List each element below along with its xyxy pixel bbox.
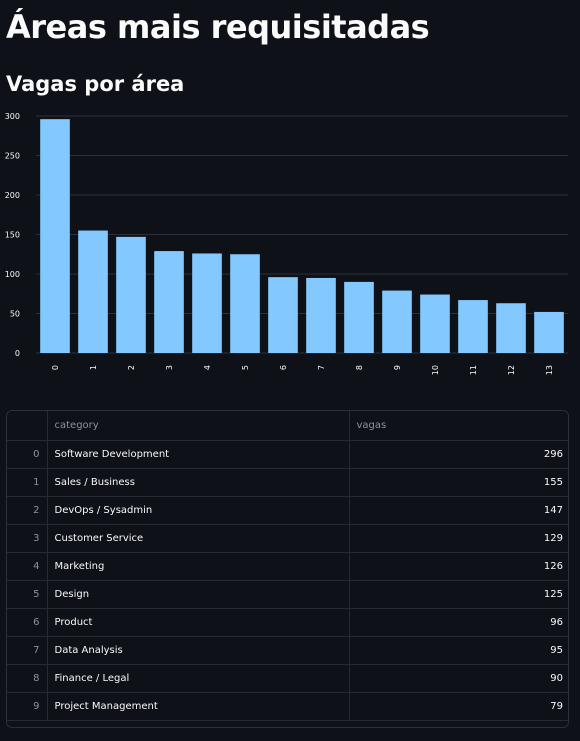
x-tick-label: 0 [51, 365, 60, 370]
table-row[interactable]: 3 Customer Service 129 [7, 524, 568, 553]
x-tick-label: 3 [165, 365, 174, 370]
bar[interactable] [534, 311, 564, 353]
row-category: Product [47, 608, 350, 637]
page-title: Áreas mais requisitadas [6, 8, 430, 46]
table-row[interactable]: 7 Data Analysis 95 [7, 636, 568, 665]
row-vagas: 90 [349, 664, 568, 693]
x-tick-label: 11 [469, 365, 478, 375]
bar[interactable] [268, 277, 298, 353]
row-category: Customer Service [47, 524, 350, 553]
bar[interactable] [154, 251, 184, 353]
row-vagas: 296 [349, 440, 568, 469]
x-tick-label: 13 [545, 365, 554, 375]
bar[interactable] [344, 281, 374, 353]
y-tick-label: 300 [5, 112, 20, 121]
category-header[interactable]: category [47, 411, 350, 441]
row-index: 7 [7, 636, 48, 665]
table-row[interactable]: 4 Marketing 126 [7, 552, 568, 581]
row-category: Project Management [47, 692, 350, 721]
table-body: 0 Software Development 296 1 Sales / Busines… [7, 440, 568, 721]
x-tick-label: 2 [127, 365, 136, 370]
row-vagas: 95 [349, 636, 568, 665]
x-tick-label: 9 [393, 365, 402, 370]
x-tick-label: 1 [89, 365, 98, 370]
row-index: 0 [7, 440, 48, 469]
bar[interactable] [40, 119, 70, 353]
bar[interactable] [192, 253, 222, 353]
table-row[interactable]: 6 Product 96 [7, 608, 568, 637]
x-tick-label: 6 [279, 365, 288, 370]
y-tick-label: 250 [5, 152, 20, 161]
bar[interactable] [116, 236, 146, 353]
row-category: Marketing [47, 552, 350, 581]
table-header-row: category vagas [7, 411, 568, 441]
x-tick-label: 4 [203, 365, 212, 370]
row-category: Software Development [47, 440, 350, 469]
row-category: Finance / Legal [47, 664, 350, 693]
row-index: 2 [7, 496, 48, 525]
table-row[interactable]: 5 Design 125 [7, 580, 568, 609]
bar[interactable] [458, 300, 488, 353]
row-vagas: 129 [349, 524, 568, 553]
chart-title: Vagas por área [6, 72, 185, 96]
row-vagas: 126 [349, 552, 568, 581]
bar[interactable] [382, 290, 412, 353]
x-tick-label: 5 [241, 365, 250, 370]
row-index: 8 [7, 664, 48, 693]
row-index: 5 [7, 580, 48, 609]
x-tick-label: 7 [317, 365, 326, 370]
data-table[interactable]: category vagas 0 Software Development 296 1… [6, 410, 569, 728]
y-tick-label: 0 [15, 349, 20, 358]
row-index: 3 [7, 524, 48, 553]
row-index: 1 [7, 468, 48, 497]
row-index: 6 [7, 608, 48, 637]
table-row[interactable]: 0 Software Development 296 [7, 440, 568, 469]
x-tick-label: 8 [355, 365, 364, 370]
x-tick-label: 12 [507, 365, 516, 375]
row-index: 4 [7, 552, 48, 581]
y-tick-label: 50 [10, 310, 20, 319]
row-category: Sales / Business [47, 468, 350, 497]
row-vagas: 125 [349, 580, 568, 609]
bar[interactable] [306, 277, 336, 353]
y-tick-label: 150 [5, 231, 20, 240]
bar[interactable] [78, 230, 108, 353]
grid-lines [36, 115, 568, 354]
bar[interactable] [230, 254, 260, 353]
bar[interactable] [496, 303, 526, 353]
y-tick-label: 100 [5, 270, 20, 279]
x-tick-label: 10 [431, 365, 440, 375]
row-vagas: 155 [349, 468, 568, 497]
table-row[interactable]: 1 Sales / Business 155 [7, 468, 568, 497]
vagas-header[interactable]: vagas [349, 411, 568, 441]
x-axis-ticks: 0 1 2 3 4 5 6 7 8 9 10 11 12 13 [51, 365, 554, 375]
row-category: Data Analysis [47, 636, 350, 665]
row-vagas: 79 [349, 692, 568, 721]
row-index: 9 [7, 692, 48, 721]
row-vagas: 96 [349, 608, 568, 637]
row-vagas: 147 [349, 496, 568, 525]
table-row[interactable]: 2 DevOps / Sysadmin 147 [7, 496, 568, 525]
bar[interactable] [420, 294, 450, 353]
y-tick-label: 200 [5, 191, 20, 200]
index-header[interactable] [7, 411, 48, 441]
table-row[interactable]: 8 Finance / Legal 90 [7, 664, 568, 693]
row-category: Design [47, 580, 350, 609]
y-axis-ticks: 0 50 100 150 200 250 300 [5, 112, 20, 358]
table-row[interactable]: 9 Project Management 79 [7, 692, 568, 721]
row-category: DevOps / Sysadmin [47, 496, 350, 525]
bars [40, 119, 564, 353]
